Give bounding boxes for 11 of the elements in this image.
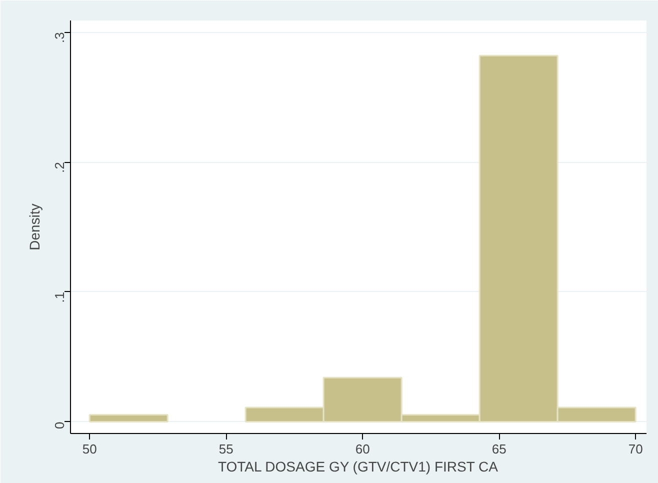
x-tick-label: 60 — [355, 442, 370, 456]
y-tick-label: 0 — [52, 422, 67, 430]
y-tick-label: .3 — [52, 32, 67, 44]
y-tick-label: .1 — [52, 292, 67, 303]
x-tick-label: 50 — [82, 442, 97, 456]
y-axis-title: Density — [26, 204, 42, 250]
x-tick-label: 70 — [628, 442, 643, 456]
x-tick-label: 65 — [492, 442, 506, 456]
x-axis-title: TOTAL DOSAGE GY (GTV/CTV1) FIRST CA — [218, 458, 499, 474]
x-tick-label: 55 — [218, 442, 234, 456]
y-tick-label: .2 — [52, 162, 67, 173]
